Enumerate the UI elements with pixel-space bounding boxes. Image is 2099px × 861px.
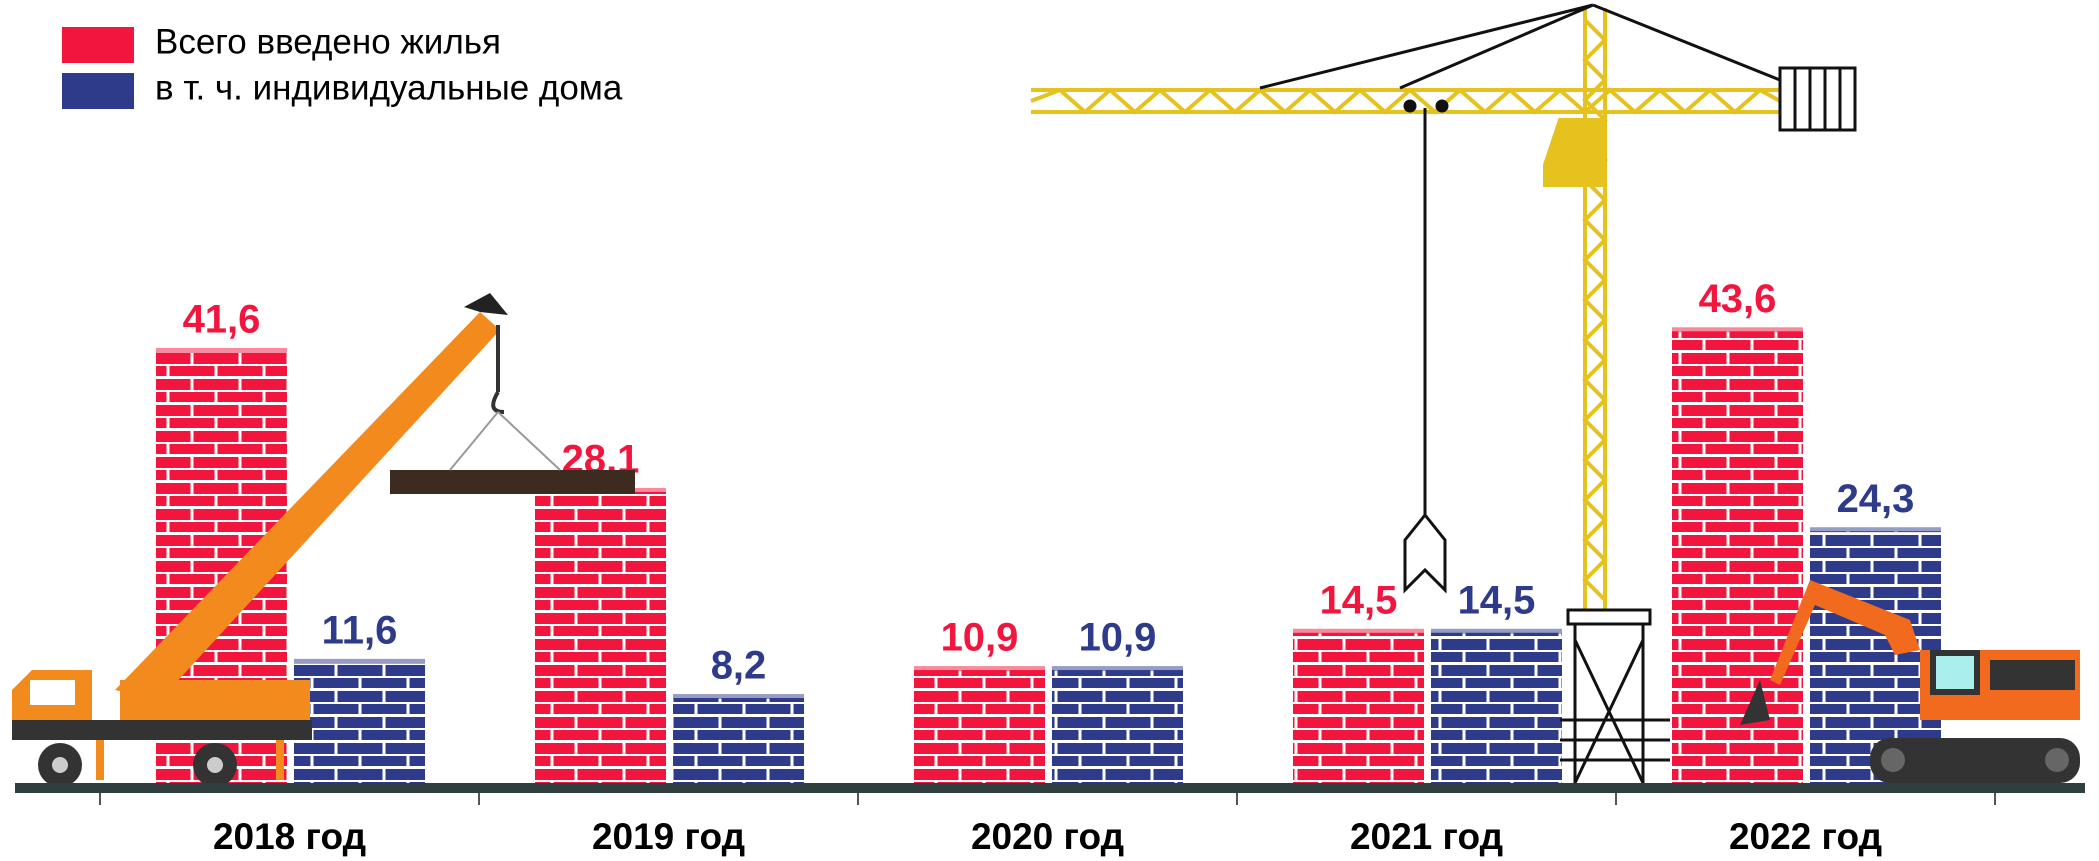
bar-cap xyxy=(1293,628,1424,634)
value-label: 24,3 xyxy=(1837,477,1915,521)
tower-crane xyxy=(1030,8,1781,610)
value-label: 41,6 xyxy=(183,298,261,342)
excavator xyxy=(1740,580,2080,783)
bars: 41,611,628,18,210,9 10,914,5 14,543,624,3 xyxy=(156,277,1941,783)
x-tick-label: 2022 год xyxy=(1729,816,1882,857)
bar-cap xyxy=(1431,628,1562,634)
bar-cap xyxy=(914,666,1045,672)
bar xyxy=(535,491,666,783)
bar-cap xyxy=(294,658,425,664)
bar xyxy=(1293,632,1424,783)
value-label: 10,9 xyxy=(941,616,1019,660)
legend-label: Всего введено жилья xyxy=(155,22,501,61)
bar xyxy=(1431,632,1562,783)
bar-cap xyxy=(1052,666,1183,672)
x-tick-label: 2021 год xyxy=(1350,816,1503,857)
bar xyxy=(1672,331,1803,783)
legend-label: в т. ч. индивидуальные дома xyxy=(155,68,623,107)
legend-swatch xyxy=(62,27,134,63)
bar xyxy=(1052,670,1183,783)
x-tick-label: 2020 год xyxy=(971,816,1124,857)
value-label: 11,6 xyxy=(322,608,398,652)
bar xyxy=(294,662,425,783)
bar xyxy=(673,698,804,783)
value-label: 14,5 xyxy=(1320,578,1398,622)
x-tick-label: 2019 год xyxy=(592,816,745,857)
value-label: 8,2 xyxy=(711,644,767,688)
value-label: 14,5 xyxy=(1458,578,1536,622)
x-tick-label: 2018 год xyxy=(213,816,366,857)
value-label: 43,6 xyxy=(1699,277,1777,321)
mobile-crane xyxy=(12,293,635,787)
value-label: 10,9 xyxy=(1079,616,1157,660)
bar-cap xyxy=(1672,327,1803,333)
bar-cap xyxy=(673,694,804,700)
bar xyxy=(914,670,1045,783)
bar-cap xyxy=(156,348,287,354)
legend-swatch xyxy=(62,73,134,109)
separators: 2018 год 2019 год 2020 год 2021 год 2022 год xyxy=(99,793,1996,857)
crane-cables xyxy=(1259,3,1857,784)
bar-cap xyxy=(1810,527,1941,533)
ground-line xyxy=(15,783,2085,793)
